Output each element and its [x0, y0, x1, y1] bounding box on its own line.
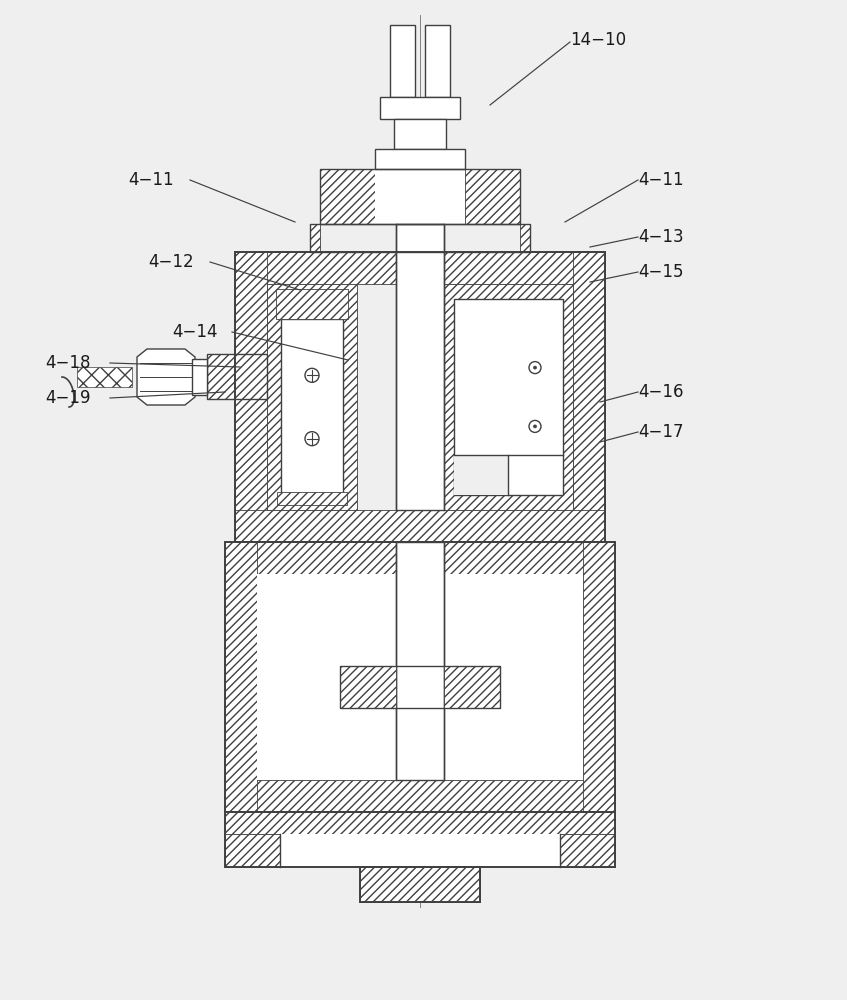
Bar — [340, 666, 500, 708]
Polygon shape — [267, 284, 357, 510]
Bar — [310, 224, 530, 252]
Circle shape — [305, 368, 319, 382]
Polygon shape — [340, 666, 396, 708]
Bar — [425, 25, 450, 97]
Polygon shape — [235, 252, 267, 542]
Polygon shape — [444, 666, 500, 708]
Text: 4−17: 4−17 — [638, 423, 684, 441]
Polygon shape — [137, 349, 195, 405]
Polygon shape — [583, 542, 615, 812]
Text: 4−15: 4−15 — [638, 263, 684, 281]
Bar — [380, 97, 460, 119]
Polygon shape — [520, 224, 530, 252]
Bar — [225, 542, 615, 812]
Text: 4−14: 4−14 — [172, 323, 218, 341]
Circle shape — [534, 366, 536, 369]
Bar — [280, 834, 560, 867]
Text: 14−10: 14−10 — [570, 31, 626, 49]
Text: 4−12: 4−12 — [148, 253, 194, 271]
Polygon shape — [310, 224, 320, 252]
Bar — [375, 149, 465, 169]
Polygon shape — [277, 492, 347, 505]
Text: 4−11: 4−11 — [128, 171, 174, 189]
Bar — [454, 299, 563, 495]
Circle shape — [529, 362, 541, 374]
Text: 4−16: 4−16 — [638, 383, 684, 401]
Bar — [235, 252, 605, 542]
Polygon shape — [560, 834, 615, 867]
Bar — [360, 867, 480, 902]
Bar — [390, 25, 415, 97]
Bar — [375, 169, 465, 224]
Polygon shape — [235, 510, 605, 542]
Bar — [207, 354, 267, 399]
Polygon shape — [225, 834, 280, 867]
Bar — [454, 455, 508, 495]
Circle shape — [305, 432, 319, 446]
Bar — [257, 574, 583, 780]
Bar — [225, 812, 615, 867]
Circle shape — [529, 420, 541, 432]
Bar — [281, 319, 343, 495]
Polygon shape — [320, 169, 375, 224]
Polygon shape — [207, 354, 267, 399]
Text: 4−19: 4−19 — [45, 389, 91, 407]
Polygon shape — [444, 284, 573, 510]
Polygon shape — [235, 252, 605, 284]
Polygon shape — [225, 780, 615, 812]
Polygon shape — [77, 367, 132, 387]
Bar — [192, 359, 207, 395]
Polygon shape — [225, 542, 257, 812]
Bar — [396, 224, 444, 510]
Polygon shape — [360, 867, 480, 902]
Bar — [394, 119, 446, 149]
Polygon shape — [276, 289, 348, 319]
Text: 4−13: 4−13 — [638, 228, 684, 246]
Text: 4−11: 4−11 — [638, 171, 684, 189]
Circle shape — [534, 425, 536, 428]
Polygon shape — [225, 542, 615, 574]
Polygon shape — [573, 252, 605, 542]
Bar — [320, 169, 520, 224]
Polygon shape — [465, 169, 520, 224]
Polygon shape — [225, 812, 615, 834]
Text: 4−18: 4−18 — [45, 354, 91, 372]
Bar — [396, 542, 444, 780]
